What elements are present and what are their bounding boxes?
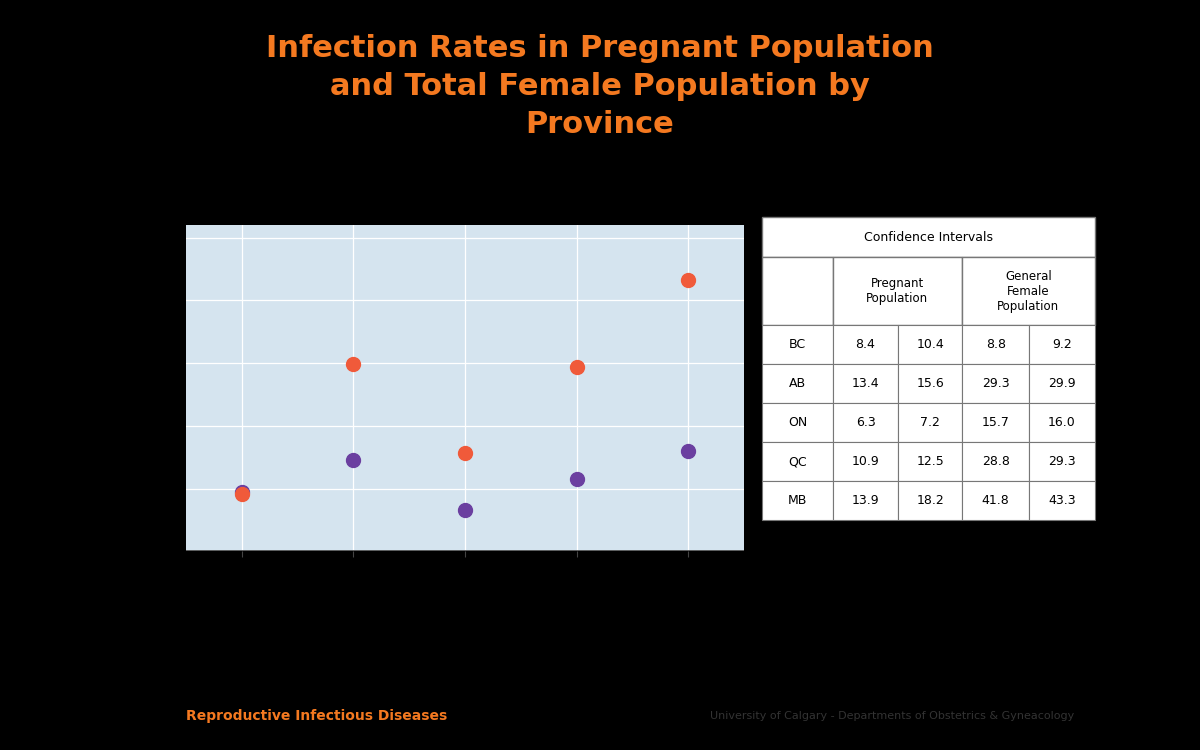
- Point: [344, 454, 364, 466]
- Point: [568, 473, 587, 485]
- Text: Estimates for total COVID+ to Dec 31st for BC, AB, MB, ON, and QC: Estimates for total COVID+ to Dec 31st f…: [286, 557, 638, 567]
- Legend: Pregnant, Total: Pregnant, Total: [799, 280, 894, 322]
- Text: AB: AB: [788, 377, 806, 390]
- Text: 9.2: 9.2: [1052, 338, 1072, 351]
- Text: Confidence Intervals: Confidence Intervals: [864, 230, 992, 244]
- Text: 29.3: 29.3: [982, 377, 1009, 390]
- Bar: [1030, 364, 1094, 404]
- Bar: [762, 404, 833, 442]
- Bar: [762, 364, 833, 404]
- Bar: [833, 364, 899, 404]
- Point: [456, 504, 475, 516]
- Text: 15.6: 15.6: [917, 377, 944, 390]
- Bar: [833, 325, 899, 364]
- Bar: [962, 325, 1030, 364]
- Text: 29.9: 29.9: [1049, 377, 1076, 390]
- Bar: [962, 482, 1030, 520]
- Text: MB: MB: [787, 494, 808, 507]
- Text: Infection Rates in Pregnant Population
and Total Female Population by
Province: Infection Rates in Pregnant Population a…: [266, 34, 934, 140]
- Text: 29.3: 29.3: [1049, 455, 1076, 468]
- Bar: [762, 482, 833, 520]
- Text: 8.4: 8.4: [856, 338, 876, 351]
- Bar: [962, 404, 1030, 442]
- Bar: [1030, 482, 1094, 520]
- Bar: [899, 482, 962, 520]
- Text: 6.3: 6.3: [856, 416, 876, 429]
- Bar: [962, 257, 1094, 325]
- Point: [233, 486, 252, 498]
- Bar: [833, 404, 899, 442]
- Text: 41.8: 41.8: [982, 494, 1009, 507]
- Point: [233, 488, 252, 500]
- Text: 10.9: 10.9: [852, 455, 880, 468]
- Text: Reproductive Infectious Diseases: Reproductive Infectious Diseases: [186, 710, 448, 723]
- Text: 8.8: 8.8: [985, 338, 1006, 351]
- Bar: [762, 442, 833, 482]
- Text: 16.0: 16.0: [1048, 416, 1076, 429]
- Point: [679, 274, 698, 286]
- Point: [456, 447, 475, 459]
- Text: 18.2: 18.2: [917, 494, 944, 507]
- Text: 10.4: 10.4: [917, 338, 944, 351]
- Bar: [762, 257, 833, 325]
- Bar: [962, 442, 1030, 482]
- Bar: [833, 482, 899, 520]
- Bar: [899, 364, 962, 404]
- Bar: [1030, 442, 1094, 482]
- Text: 13.9: 13.9: [852, 494, 880, 507]
- Bar: [1030, 404, 1094, 442]
- Bar: [899, 404, 962, 442]
- Text: 7.2: 7.2: [920, 416, 940, 429]
- Bar: [833, 257, 962, 325]
- Bar: [833, 442, 899, 482]
- Point: [344, 358, 364, 370]
- Text: Pregnant
Population: Pregnant Population: [866, 277, 929, 305]
- X-axis label: Province: Province: [438, 580, 492, 593]
- Bar: [899, 442, 962, 482]
- Text: 43.3: 43.3: [1049, 494, 1076, 507]
- Point: [568, 362, 587, 374]
- Bar: [1030, 325, 1094, 364]
- Bar: [899, 325, 962, 364]
- Text: BC: BC: [788, 338, 806, 351]
- Text: University of Calgary - Departments of Obstetrics & Gyneacology: University of Calgary - Departments of O…: [709, 711, 1074, 722]
- Point: [679, 445, 698, 457]
- Y-axis label: COVID-19 rate per 1,000: COVID-19 rate per 1,000: [146, 315, 160, 461]
- Text: General
Female
Population: General Female Population: [997, 269, 1060, 313]
- Bar: [962, 364, 1030, 404]
- Bar: [762, 325, 833, 364]
- Text: 28.8: 28.8: [982, 455, 1009, 468]
- Text: 13.4: 13.4: [852, 377, 880, 390]
- Text: 15.7: 15.7: [982, 416, 1009, 429]
- Text: QC: QC: [788, 455, 806, 468]
- Text: 12.5: 12.5: [917, 455, 944, 468]
- Bar: [762, 217, 1094, 257]
- Text: ON: ON: [787, 416, 808, 429]
